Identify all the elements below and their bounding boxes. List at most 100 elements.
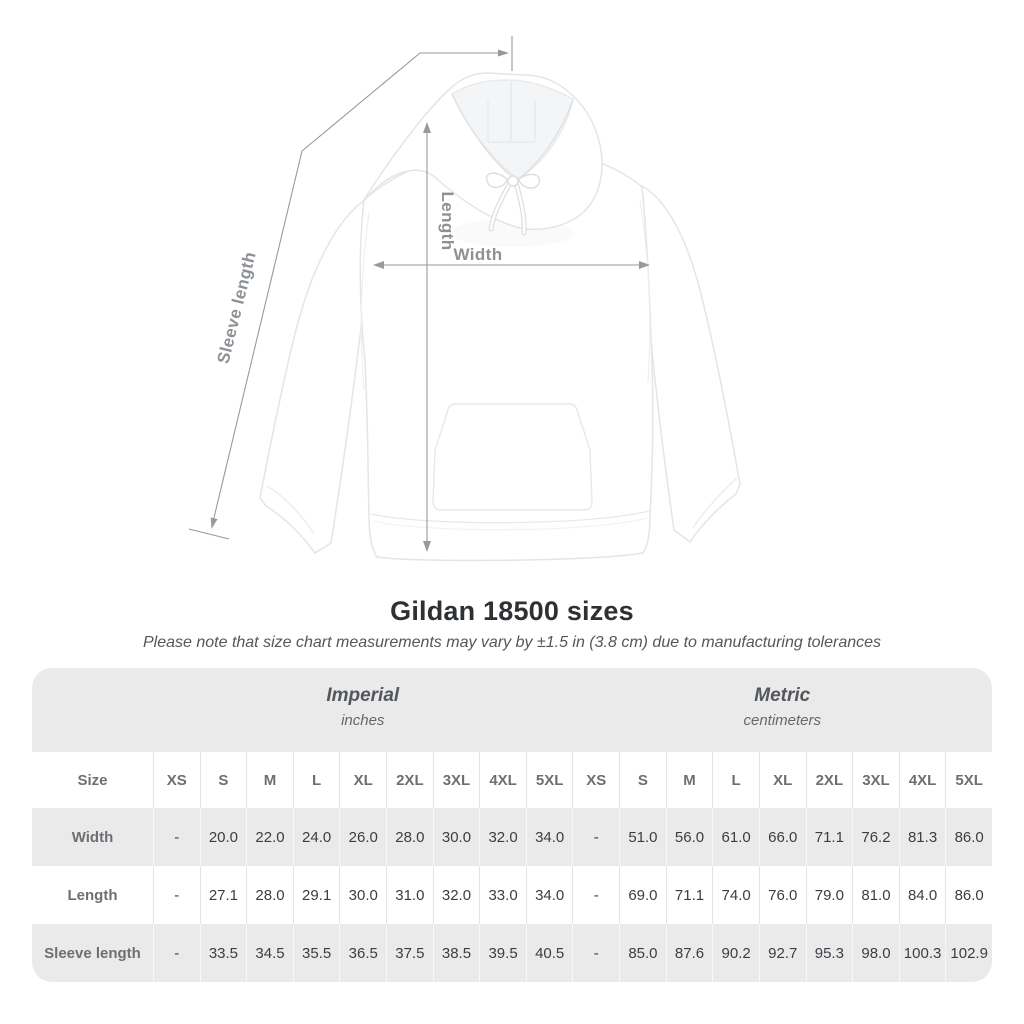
value-cell: 69.0: [619, 866, 666, 924]
hoodie-measurement-diagram: Width Length Sleeve length: [188, 36, 741, 562]
unit-group-imperial: Imperial inches: [153, 668, 573, 752]
value-cell: 36.5: [339, 924, 386, 982]
value-cell: 95.3: [805, 924, 853, 982]
value-cell: 33.5: [199, 924, 247, 982]
hood-interior-seams: [487, 82, 536, 143]
value-cell: 39.5: [479, 924, 526, 982]
page-title: Gildan 18500 sizes: [390, 596, 634, 626]
value-cell: 33.0: [479, 866, 526, 924]
row-label: Sleeve length: [44, 944, 141, 962]
title-block: Gildan 18500 sizes Please note that size…: [0, 596, 1024, 652]
size-header-cell: XL: [339, 752, 386, 808]
size-column-header: Size: [77, 771, 108, 789]
value-cell: 102.9: [945, 924, 992, 982]
hood-rim: [451, 93, 574, 181]
value-cell: 37.5: [386, 924, 433, 982]
value-cell: 40.5: [525, 924, 573, 982]
size-header-cell: L: [292, 752, 340, 808]
value-cell: 74.0: [712, 866, 759, 924]
imperial-subtitle: inches: [341, 712, 385, 729]
value-cell: 76.2: [852, 808, 899, 866]
sleeve-length-label: Sleeve length: [214, 250, 260, 366]
value-cell: 32.0: [432, 866, 480, 924]
table-row: Size XS S M L XL 2XL 3XL 4XL 5XL XS S M L XL 2XL 3XL 4XL 5…: [32, 752, 992, 808]
size-header-cell: M: [665, 752, 713, 808]
size-header-cell: 2XL: [805, 752, 853, 808]
value-cell: 28.0: [386, 808, 433, 866]
tolerance-note: Please note that size chart measurements…: [142, 634, 882, 651]
row-label: Width: [71, 828, 114, 846]
value-cell: 90.2: [712, 924, 759, 982]
value-cell: 79.0: [805, 866, 853, 924]
value-cell: -: [572, 808, 619, 866]
size-header-cell: XS: [572, 752, 619, 808]
value-cell: 22.0: [246, 808, 293, 866]
value-cell: 86.0: [945, 808, 992, 866]
width-label: Width: [453, 245, 502, 264]
value-cell: 61.0: [712, 808, 759, 866]
size-header-cell: M: [246, 752, 293, 808]
measurement-arrowheads: [210, 49, 650, 552]
drawstring-left-loop: [485, 172, 508, 189]
value-cell: 86.0: [945, 866, 992, 924]
value-cell: 84.0: [898, 866, 946, 924]
table-row: Width -20.0 22.0 24.0 26.0 28.0 30.0 32.0 34.0-5…: [32, 808, 992, 866]
sleeve-bottom-tick: [188, 528, 230, 540]
value-cell: 26.0: [339, 808, 386, 866]
hoodie-illustration: Width Length Sleeve length: [188, 36, 741, 562]
value-cell: 92.7: [758, 924, 806, 982]
size-header-cell: XL: [758, 752, 806, 808]
value-cell: 98.0: [852, 924, 899, 982]
value-cell: 34.0: [525, 808, 573, 866]
size-header-cell: L: [712, 752, 759, 808]
size-header-cell: 3XL: [852, 752, 899, 808]
length-label: Length: [438, 191, 457, 250]
value-cell: 81.0: [852, 866, 899, 924]
drawstring-right-loop: [518, 173, 541, 189]
value-cell: 71.1: [665, 866, 713, 924]
measurement-annotations: [188, 36, 647, 548]
size-header-cell: 5XL: [525, 752, 573, 808]
size-header-cell: 3XL: [432, 752, 480, 808]
size-header-cell: 4XL: [898, 752, 946, 808]
unit-group-metric: Metric centimeters: [573, 668, 993, 752]
hoodie-pocket: [432, 403, 593, 511]
value-cell: 30.0: [339, 866, 386, 924]
value-cell: 32.0: [479, 808, 526, 866]
hoodie-left-cuff-seam: [266, 485, 315, 535]
row-label: Length: [67, 886, 118, 904]
size-header-cell: S: [199, 752, 247, 808]
unit-band-spacer: [32, 668, 153, 752]
hoodie-left-sleeve: [259, 197, 370, 555]
size-header-cell: 5XL: [945, 752, 992, 808]
value-cell: 24.0: [292, 808, 340, 866]
value-cell: 27.1: [199, 866, 247, 924]
hoodie-armhole-seams: [360, 199, 651, 391]
value-cell: 20.0: [199, 808, 247, 866]
value-cell: 35.5: [292, 924, 340, 982]
value-cell: -: [153, 924, 200, 982]
size-header-cell: 4XL: [479, 752, 526, 808]
value-cell: 56.0: [665, 808, 713, 866]
table-row: Length -27.1 28.0 29.1 30.0 31.0 32.0 33.0 34.0-…: [32, 866, 992, 924]
value-cell: 87.6: [665, 924, 713, 982]
value-cell: 28.0: [246, 866, 293, 924]
value-cell: 51.0: [619, 808, 666, 866]
value-cell: -: [572, 924, 619, 982]
drawstring-right-cord: [515, 184, 526, 235]
metric-subtitle: centimeters: [743, 712, 822, 729]
value-cell: 66.0: [758, 808, 806, 866]
value-cell: 34.5: [246, 924, 293, 982]
size-header-cell: 2XL: [386, 752, 433, 808]
hoodie-waistband-stitch: [372, 517, 648, 531]
value-cell: 76.0: [758, 866, 806, 924]
drawstring-left-cord: [489, 183, 511, 231]
size-table-grid: Size XS S M L XL 2XL 3XL 4XL 5XL XS S M L XL 2XL 3XL 4XL 5…: [32, 752, 992, 982]
metric-title: Metric: [754, 685, 811, 706]
value-cell: 100.3: [898, 924, 946, 982]
sleeve-length-arrow-line: [211, 52, 506, 527]
value-cell: 34.0: [525, 866, 573, 924]
value-cell: 29.1: [292, 866, 340, 924]
table-row: Sleeve length -33.5 34.5 35.5 36.5 37.5 38.5 39…: [32, 924, 992, 982]
